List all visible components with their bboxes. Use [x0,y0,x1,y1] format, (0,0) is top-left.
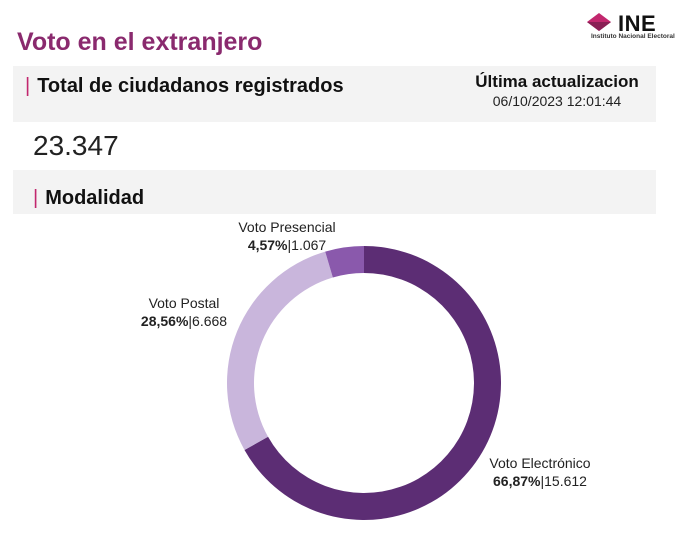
page-title: Voto en el extranjero [17,28,263,56]
update-label: Última actualizacion [475,72,639,91]
registered-title: Total de ciudadanos registrados [37,75,344,97]
modality-title: Modalidad [45,187,145,209]
registered-header-panel [13,66,656,122]
total-registered-value: 23.347 [33,130,119,161]
ine-logo: INE Instituto Nacional Electoral [585,11,677,42]
accent-bar: | [25,75,31,97]
registered-section-title: | Total de ciudadanos registrados [25,75,344,98]
ine-logo-icon [587,13,611,31]
modality-header-panel [13,170,656,214]
slice-label-name-1: Voto Postal [149,295,220,311]
accent-bar: | [33,187,39,209]
modality-section-title: | Modalidad [33,187,144,210]
slice-label-value-2: 4,57%|1.067 [248,237,327,253]
donut-slice-2 [325,246,364,278]
slice-label-value-0: 66,87%|15.612 [493,473,587,489]
logo-subtitle: Instituto Nacional Electoral [591,33,675,40]
slice-label-name-0: Voto Electrónico [489,455,590,471]
logo-name: INE [618,11,657,36]
slice-label-name-2: Voto Presencial [238,219,335,235]
update-date: 06/10/2023 12:01:44 [492,93,622,109]
slice-label-value-1: 28,56%|6.668 [141,313,227,329]
donut-slice-1 [227,251,333,450]
